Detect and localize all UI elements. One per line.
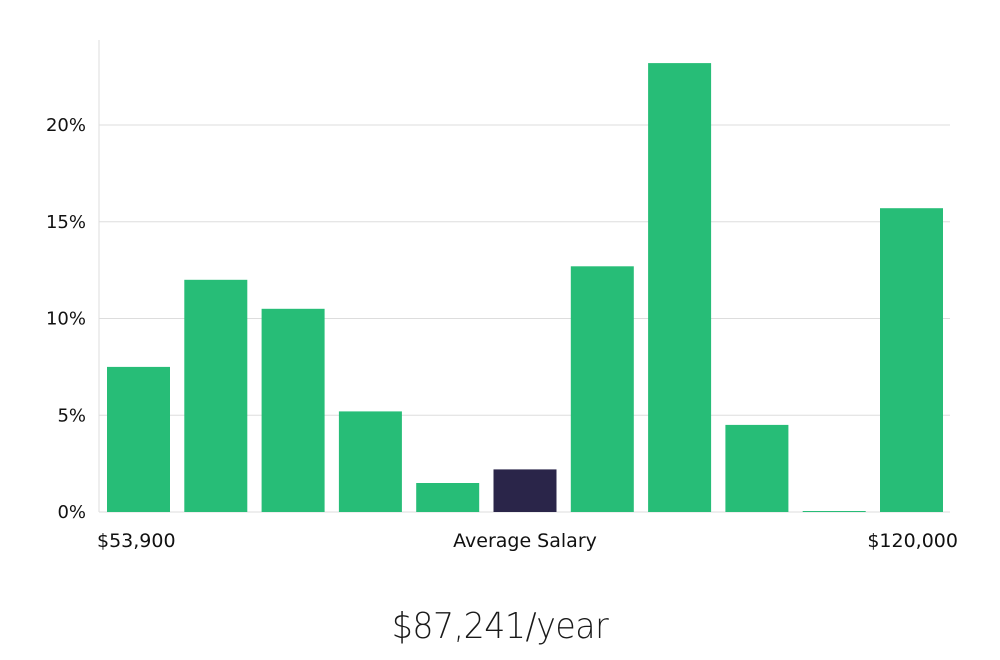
bar (107, 366, 170, 512)
y-tick-label: 5% (57, 405, 86, 426)
bars (107, 63, 943, 512)
average-salary-value: $87,241/year (391, 606, 609, 647)
bar (416, 483, 480, 512)
x-max-label: $120,000 (867, 530, 958, 552)
y-tick-label: 10% (46, 309, 86, 330)
bar (261, 308, 325, 512)
x-center-label: Average Salary (453, 530, 597, 552)
x-min-label: $53,900 (97, 530, 176, 552)
bar (725, 424, 789, 512)
bar (802, 511, 866, 512)
bar (880, 208, 943, 512)
bar (648, 63, 712, 512)
y-tick-label: 20% (46, 115, 86, 136)
bar (570, 266, 634, 512)
bar (338, 411, 402, 512)
y-tick-label: 0% (57, 502, 86, 523)
y-tick-labels: 0% 5% 10% 15% 20% (46, 115, 86, 523)
bar (184, 279, 248, 512)
y-tick-label: 15% (46, 212, 86, 233)
salary-histogram: 0% 5% 10% 15% 20% $53,900 Average Salary $12… (46, 40, 958, 552)
bar-highlighted (493, 469, 557, 512)
